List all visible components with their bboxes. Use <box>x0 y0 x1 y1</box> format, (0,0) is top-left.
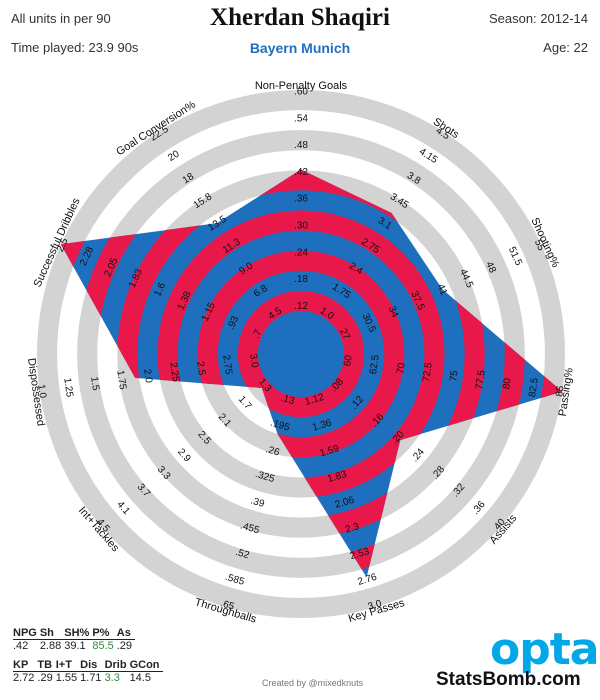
tick-label: 1.25 <box>61 377 75 398</box>
tick-label: 2.25 <box>167 362 181 383</box>
tick-label: 41 <box>434 282 449 297</box>
player-age: Age: 22 <box>543 40 588 55</box>
axis-name: Non-Penalty Goals <box>255 80 348 92</box>
tick-label: 2.0 <box>141 368 154 384</box>
tick-label: 3.0 <box>247 353 260 369</box>
tick-label: 1.6 <box>152 281 168 299</box>
tick-label: 1.83 <box>326 469 348 485</box>
stats-header: GCon <box>129 659 163 672</box>
tick-label: 2.76 <box>356 572 378 588</box>
stats-value: .29 <box>116 640 133 652</box>
background-ring <box>37 90 565 618</box>
tick-label: .455 <box>239 520 261 536</box>
stats-table-2: KP TB I+T Dis Drib GCon 2.72.29 1.55 1.71 3.3 14.… <box>13 659 163 684</box>
tick-label: .36 <box>294 194 308 205</box>
stats-header: TB <box>37 659 56 672</box>
stats-value: 85.5 <box>92 640 114 652</box>
tick-label: .48 <box>294 140 308 151</box>
units-note: All units in per 90 <box>11 11 111 26</box>
tick-label: 55 <box>532 238 547 253</box>
season: Season: 2012-14 <box>488 11 588 26</box>
tick-label: 1.59 <box>319 443 341 459</box>
stats-value: 1.55 <box>55 672 78 684</box>
tick-label: 1.75 <box>114 370 128 391</box>
tick-label: .54 <box>294 113 308 124</box>
tick-label: .24 <box>294 247 308 258</box>
tick-label: 62.5 <box>368 354 382 375</box>
tick-label: 27 <box>337 327 352 342</box>
player-ring <box>197 250 405 458</box>
tick-label: 1.0 <box>35 384 48 400</box>
tick-label: 34 <box>386 305 401 320</box>
stats-header: SH% <box>64 627 93 640</box>
stats-header: P% <box>92 627 117 640</box>
tick-label: .30 <box>294 221 308 232</box>
tick-label: 20 <box>166 148 182 164</box>
tick-label: .65 <box>219 598 236 613</box>
opta-logo: opta <box>490 624 599 675</box>
stats-header: As <box>116 627 136 640</box>
tick-label: .93 <box>225 314 241 332</box>
tick-label: 85 <box>554 385 567 398</box>
stats-header: Drib <box>104 659 130 672</box>
stats-value: 3.3 <box>104 672 120 684</box>
credit-text: Created by @mixedknuts <box>262 678 364 688</box>
tick-label: 2.5 <box>194 361 207 377</box>
tick-label: 80 <box>501 377 514 390</box>
stats-value: 14.5 <box>129 672 151 684</box>
stats-header: Dis <box>80 659 105 672</box>
time-played: Time played: 23.9 90s <box>11 40 139 55</box>
stats-value: 2.88 <box>39 640 62 652</box>
tick-label: .585 <box>224 572 246 588</box>
stats-value: 39.1 <box>64 640 86 652</box>
tick-label: .52 <box>234 547 251 562</box>
stats-header: Sh <box>39 627 65 640</box>
tick-label: .42 <box>294 167 308 178</box>
tick-label: 82.5 <box>527 377 541 398</box>
tick-label: 2.3 <box>344 521 361 536</box>
tick-label: 72.5 <box>421 361 435 382</box>
stats-value: .42 <box>13 640 29 652</box>
team-name: Bayern Munich <box>249 40 351 56</box>
tick-label: .18 <box>294 274 308 285</box>
stats-header: I+T <box>55 659 81 672</box>
tick-label: 1.12 <box>304 392 326 408</box>
tick-label: 77.5 <box>474 369 488 390</box>
tick-label: 48 <box>483 260 498 275</box>
stats-value: 2.72 <box>13 672 35 684</box>
tick-label: .325 <box>254 469 276 485</box>
tick-label: 2.53 <box>349 546 371 562</box>
player-ring <box>237 290 365 418</box>
tick-label: .60 <box>294 87 308 98</box>
tick-label: 2.06 <box>334 495 356 511</box>
tick-label: 3.0 <box>367 598 384 613</box>
stats-header: NPG <box>13 627 40 640</box>
tick-label: 75 <box>448 369 461 382</box>
tick-label: .26 <box>264 444 281 459</box>
tick-label: .195 <box>269 418 291 434</box>
tick-label: .39 <box>249 495 266 510</box>
tick-label: .12 <box>294 301 308 312</box>
tick-label: 1.5 <box>88 376 101 392</box>
tick-label: 60 <box>342 354 355 367</box>
tick-label: 70 <box>395 362 408 375</box>
stats-table-1: NPG Sh SH% P% As .42 2.88 39.1 85.5.29 <box>13 627 136 652</box>
player-center <box>278 331 324 377</box>
tick-label: 2.75 <box>220 354 234 375</box>
tick-label: .13 <box>279 393 296 408</box>
stats-value: 1.71 <box>80 672 102 684</box>
tick-label: 1.36 <box>311 417 333 433</box>
stats-value: .29 <box>37 672 53 684</box>
statsbomb-brand: StatsBomb.com <box>436 669 581 690</box>
tick-label: 2.5 <box>55 236 71 254</box>
radar-tick-labels: .12.18.24.30.36.42.48.54.601.01.752.42.7… <box>35 87 567 613</box>
player-name: Xherdan Shaqiri <box>210 4 390 31</box>
stats-header: KP <box>13 659 38 672</box>
